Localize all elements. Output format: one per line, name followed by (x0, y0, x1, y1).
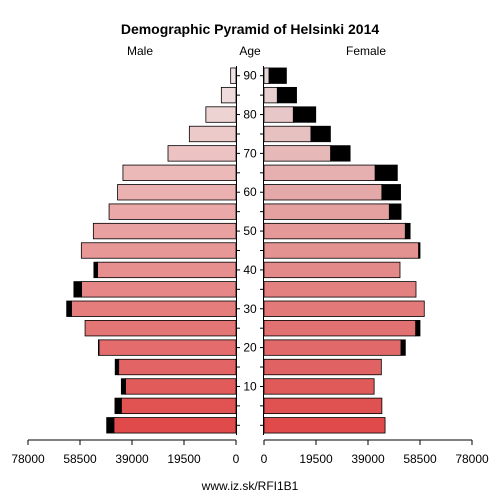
female-bar-30-34 (263, 300, 425, 317)
male-excess-bar-35-39 (73, 281, 83, 298)
female-bar-70-74 (263, 145, 332, 162)
female-bar-75-79 (263, 125, 312, 143)
female-bar-10-14 (263, 378, 375, 395)
female-bar-0-4 (263, 417, 386, 434)
age-tick-label: 50 (243, 224, 257, 238)
female-bar-55-59 (263, 203, 390, 220)
age-tick-label: 80 (243, 108, 257, 122)
female-label: Female (346, 44, 386, 58)
male-excess-bar-5-9 (114, 397, 122, 415)
female-x-tick-label: 58500 (403, 452, 437, 466)
male-bar-90-94 (230, 67, 237, 84)
age-tick-label: 20 (243, 341, 257, 355)
female-bar-65-69 (263, 164, 376, 181)
male-bar-65-69 (122, 164, 237, 181)
female-bar-15-19 (263, 358, 382, 376)
female-excess-bar-90-94 (268, 67, 287, 84)
female-excess-bar-65-69 (374, 164, 398, 181)
bars-group (66, 67, 425, 434)
male-bar-70-74 (167, 145, 237, 162)
male-bar-45-49 (80, 242, 237, 259)
male-bar-80-84 (205, 106, 237, 123)
female-bar-85-89 (263, 86, 278, 104)
male-bar-40-44 (97, 261, 237, 279)
female-excess-bar-75-79 (310, 125, 331, 143)
age-tick-label: 10 (243, 379, 257, 393)
female-bar-45-49 (263, 242, 420, 259)
male-bar-0-4 (113, 417, 237, 434)
male-excess-bar-10-14 (120, 378, 127, 395)
male-bar-50-54 (92, 222, 237, 240)
male-x-tick-label: 39000 (115, 452, 149, 466)
male-bar-10-14 (125, 378, 237, 395)
female-bar-90-94 (263, 67, 270, 84)
female-excess-bar-85-89 (276, 86, 297, 104)
female-bar-60-64 (263, 184, 383, 201)
male-x-tick-label: 58500 (63, 452, 97, 466)
female-excess-bar-20-24 (400, 339, 406, 356)
male-bar-5-9 (120, 397, 237, 415)
female-bar-40-44 (263, 261, 401, 279)
chart-title: Demographic Pyramid of Helsinki 2014 (121, 21, 380, 37)
age-label: Age (239, 44, 261, 58)
male-bar-55-59 (108, 203, 237, 220)
male-label: Male (127, 44, 153, 58)
female-x-tick-label: 39000 (351, 452, 385, 466)
axes-group: 10 20 30 40 50 60 70 80 90 78000 58500 39000 19500 0 0… (11, 66, 489, 466)
age-tick-label: 30 (243, 302, 257, 316)
male-bar-25-29 (84, 320, 237, 337)
female-bar-50-54 (263, 222, 406, 240)
age-tick-label: 90 (243, 69, 257, 83)
male-bar-75-79 (188, 125, 237, 143)
age-tick-label: 70 (243, 146, 257, 160)
female-x-tick-label: 19500 (299, 452, 333, 466)
female-excess-bar-80-84 (292, 106, 317, 123)
male-bar-35-39 (81, 281, 237, 298)
male-excess-bar-20-24 (98, 339, 100, 356)
age-tick-label: 60 (243, 185, 257, 199)
male-bar-60-64 (117, 184, 237, 201)
female-bar-5-9 (263, 397, 383, 415)
male-excess-bar-0-4 (106, 417, 115, 434)
female-x-tick-label: 0 (261, 452, 268, 466)
female-excess-bar-45-49 (418, 242, 421, 259)
female-excess-bar-55-59 (388, 203, 402, 220)
footer-source: www.iz.sk/RFI1B1 (201, 479, 299, 493)
male-x-tick-label: 78000 (11, 452, 45, 466)
female-bar-25-29 (263, 320, 417, 337)
female-bar-80-84 (263, 106, 294, 123)
female-excess-bar-25-29 (415, 320, 421, 337)
female-excess-bar-50-54 (404, 222, 411, 240)
female-excess-bar-60-64 (381, 184, 401, 201)
male-excess-bar-30-34 (66, 300, 72, 317)
male-x-tick-label: 0 (233, 452, 240, 466)
female-bar-20-24 (263, 339, 402, 356)
male-excess-bar-15-19 (114, 358, 120, 376)
female-x-tick-label: 78000 (455, 452, 489, 466)
female-excess-bar-70-74 (330, 145, 351, 162)
male-bar-15-19 (118, 358, 237, 376)
male-bar-20-24 (98, 339, 237, 356)
female-bar-35-39 (263, 281, 417, 298)
male-bar-85-89 (220, 86, 237, 104)
male-x-tick-label: 19500 (167, 452, 201, 466)
male-bar-30-34 (71, 300, 237, 317)
age-tick-label: 40 (243, 263, 257, 277)
male-excess-bar-40-44 (93, 261, 99, 279)
